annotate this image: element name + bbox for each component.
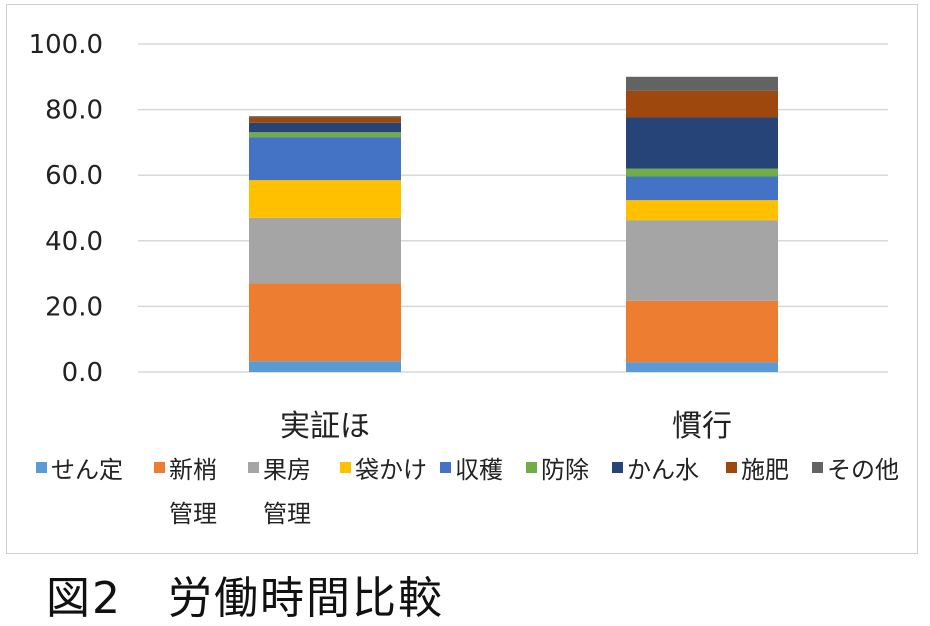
legend-swatch [440, 462, 451, 473]
bar-segment [249, 283, 401, 362]
legend-swatch [340, 462, 351, 473]
legend-label: 果房 [263, 456, 311, 484]
y-tick-label: 20.0 [45, 292, 103, 322]
legend-label-continued: 管理 [263, 500, 311, 528]
legend-swatch [36, 462, 47, 473]
legend-swatch [248, 462, 259, 473]
bar-segment [626, 220, 778, 301]
y-tick-label: 0.0 [62, 358, 103, 388]
y-tick-label: 40.0 [45, 227, 103, 257]
bar-segment [249, 217, 401, 284]
bar-segment [626, 300, 778, 363]
bar-segment [249, 180, 401, 218]
bar-segment [249, 117, 401, 123]
bar-segment [626, 117, 778, 169]
bar-segment [626, 168, 778, 177]
y-tick-label: 100.0 [29, 30, 103, 60]
legend-label: 新梢 [169, 456, 217, 484]
legend-swatch [154, 462, 165, 473]
bar-segment [249, 122, 401, 133]
bar-segment [626, 76, 778, 91]
legend-label: 袋かけ [355, 456, 427, 484]
category-label: 慣行 [672, 409, 732, 444]
stacked-bar-chart: 0.0 20.0 40.0 60.0 80.0 100.0 実証ほ 慣行せん定 新梢 果房 袋かけ収… [29, 30, 899, 528]
legend-label-continued: 管理 [169, 500, 217, 528]
bar-segment [249, 361, 401, 372]
legend-swatch [612, 462, 623, 473]
bar-segment [249, 132, 401, 138]
bar-segment [626, 90, 778, 118]
legend-swatch [526, 462, 537, 473]
legend-swatch [812, 462, 823, 473]
legend-label: 収穫 [455, 456, 503, 484]
bar-segment [626, 200, 778, 221]
bar-segment [249, 116, 401, 118]
legend-label: せん定 [51, 456, 123, 484]
bar-segment [249, 137, 401, 181]
legend-label: 施肥 [741, 456, 789, 484]
bar-segment [626, 176, 778, 201]
y-tick-label: 60.0 [45, 161, 103, 191]
figure-caption: 図2 労働時間比較 [46, 573, 444, 624]
bar-segment [626, 362, 778, 372]
legend-label: その他 [827, 456, 899, 484]
category-label: 実証ほ [280, 409, 370, 444]
y-tick-label: 80.0 [45, 96, 103, 126]
legend-label: 防除 [541, 456, 589, 484]
legend-label: かん水 [627, 456, 699, 484]
legend-swatch [726, 462, 737, 473]
